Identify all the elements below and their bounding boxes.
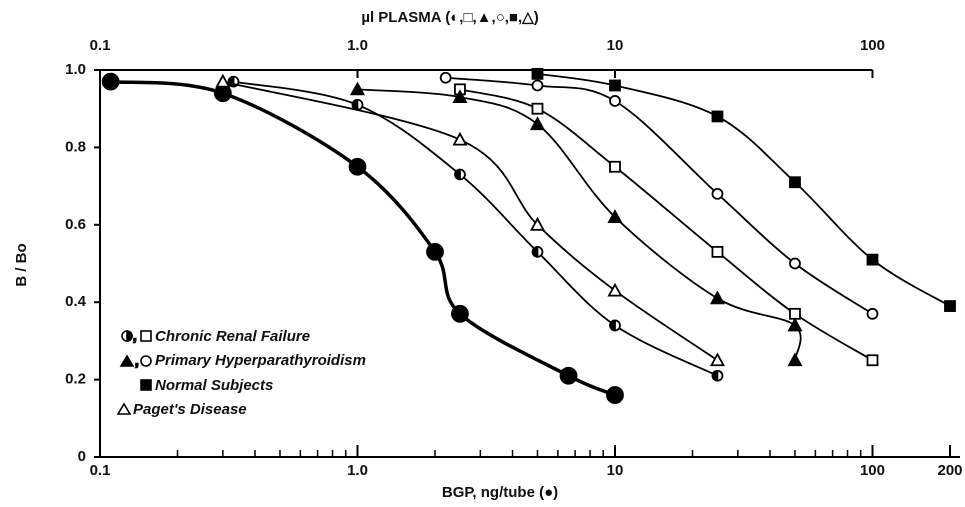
marker xyxy=(787,352,803,367)
y-tick-label: 0.2 xyxy=(65,371,86,388)
top-x-tick-label: 10 xyxy=(607,37,624,54)
legend: , , xyxy=(116,328,152,415)
marker xyxy=(101,72,120,91)
marker xyxy=(789,307,801,320)
top-x-tick-label: 100 xyxy=(860,37,885,54)
x-tick-label: 100 xyxy=(860,462,885,479)
marker xyxy=(452,131,468,146)
marker xyxy=(944,300,956,312)
marker xyxy=(711,110,724,123)
legend-label: Normal Subjects xyxy=(155,377,273,394)
y-tick-label: 0.8 xyxy=(65,138,86,155)
curve xyxy=(459,88,873,362)
x-axis-label: BGP, ng/tube (●) xyxy=(442,484,558,501)
marker xyxy=(607,282,623,297)
marker xyxy=(609,95,621,107)
x-tick-label: 0.1 xyxy=(90,462,111,479)
marker xyxy=(709,290,725,305)
marker xyxy=(213,84,232,103)
top-axis-title: µl PLASMA (◐,□,▲,○,■,△) xyxy=(361,9,538,26)
marker xyxy=(711,245,724,258)
svg-text:,: , xyxy=(133,328,137,343)
marker xyxy=(439,71,452,84)
marker xyxy=(609,79,621,92)
marker xyxy=(348,157,367,176)
marker xyxy=(452,89,468,103)
curve xyxy=(233,80,718,377)
legend-label: Paget's Disease xyxy=(133,401,247,418)
marker xyxy=(607,209,623,223)
x-tick-label: 1.0 xyxy=(347,462,368,479)
marker xyxy=(349,81,366,96)
marker xyxy=(531,67,544,80)
y-axis-label: B / Bo xyxy=(13,243,30,286)
marker xyxy=(709,352,725,367)
marker xyxy=(215,73,231,88)
marker xyxy=(866,354,879,367)
curve xyxy=(537,72,951,307)
y-tick-label: 0.4 xyxy=(65,293,87,310)
marker xyxy=(789,176,801,189)
x-tick-label: 200 xyxy=(937,462,962,479)
marker xyxy=(866,253,879,266)
legend-label: Primary Hyperparathyroidism xyxy=(155,352,366,369)
y-tick-label: 0.6 xyxy=(65,216,86,233)
marker xyxy=(866,307,879,320)
marker xyxy=(711,187,724,200)
marker xyxy=(529,116,545,131)
marker xyxy=(531,102,544,115)
marker-fill xyxy=(352,99,358,110)
marker xyxy=(426,242,444,261)
marker xyxy=(787,317,803,332)
svg-text:,: , xyxy=(135,353,139,368)
top-x-tick-label: 0.1 xyxy=(90,37,111,54)
marker-fill xyxy=(712,370,718,381)
marker xyxy=(609,160,621,173)
marker xyxy=(606,386,624,404)
y-tick-label: 1.0 xyxy=(65,61,86,78)
marker-fill xyxy=(454,169,460,180)
y-tick-label: 0 xyxy=(78,448,86,465)
x-tick-label: 10 xyxy=(607,462,624,479)
marker xyxy=(529,216,545,231)
marker xyxy=(531,79,544,92)
marker xyxy=(451,304,469,323)
legend-label: Chronic Renal Failure xyxy=(155,328,310,345)
top-x-tick-label: 1.0 xyxy=(347,37,368,54)
marker xyxy=(789,257,801,270)
curve xyxy=(222,80,718,361)
curve xyxy=(357,88,802,361)
marker-fill xyxy=(609,320,615,331)
marker-fill xyxy=(532,246,538,257)
marker xyxy=(559,366,578,385)
